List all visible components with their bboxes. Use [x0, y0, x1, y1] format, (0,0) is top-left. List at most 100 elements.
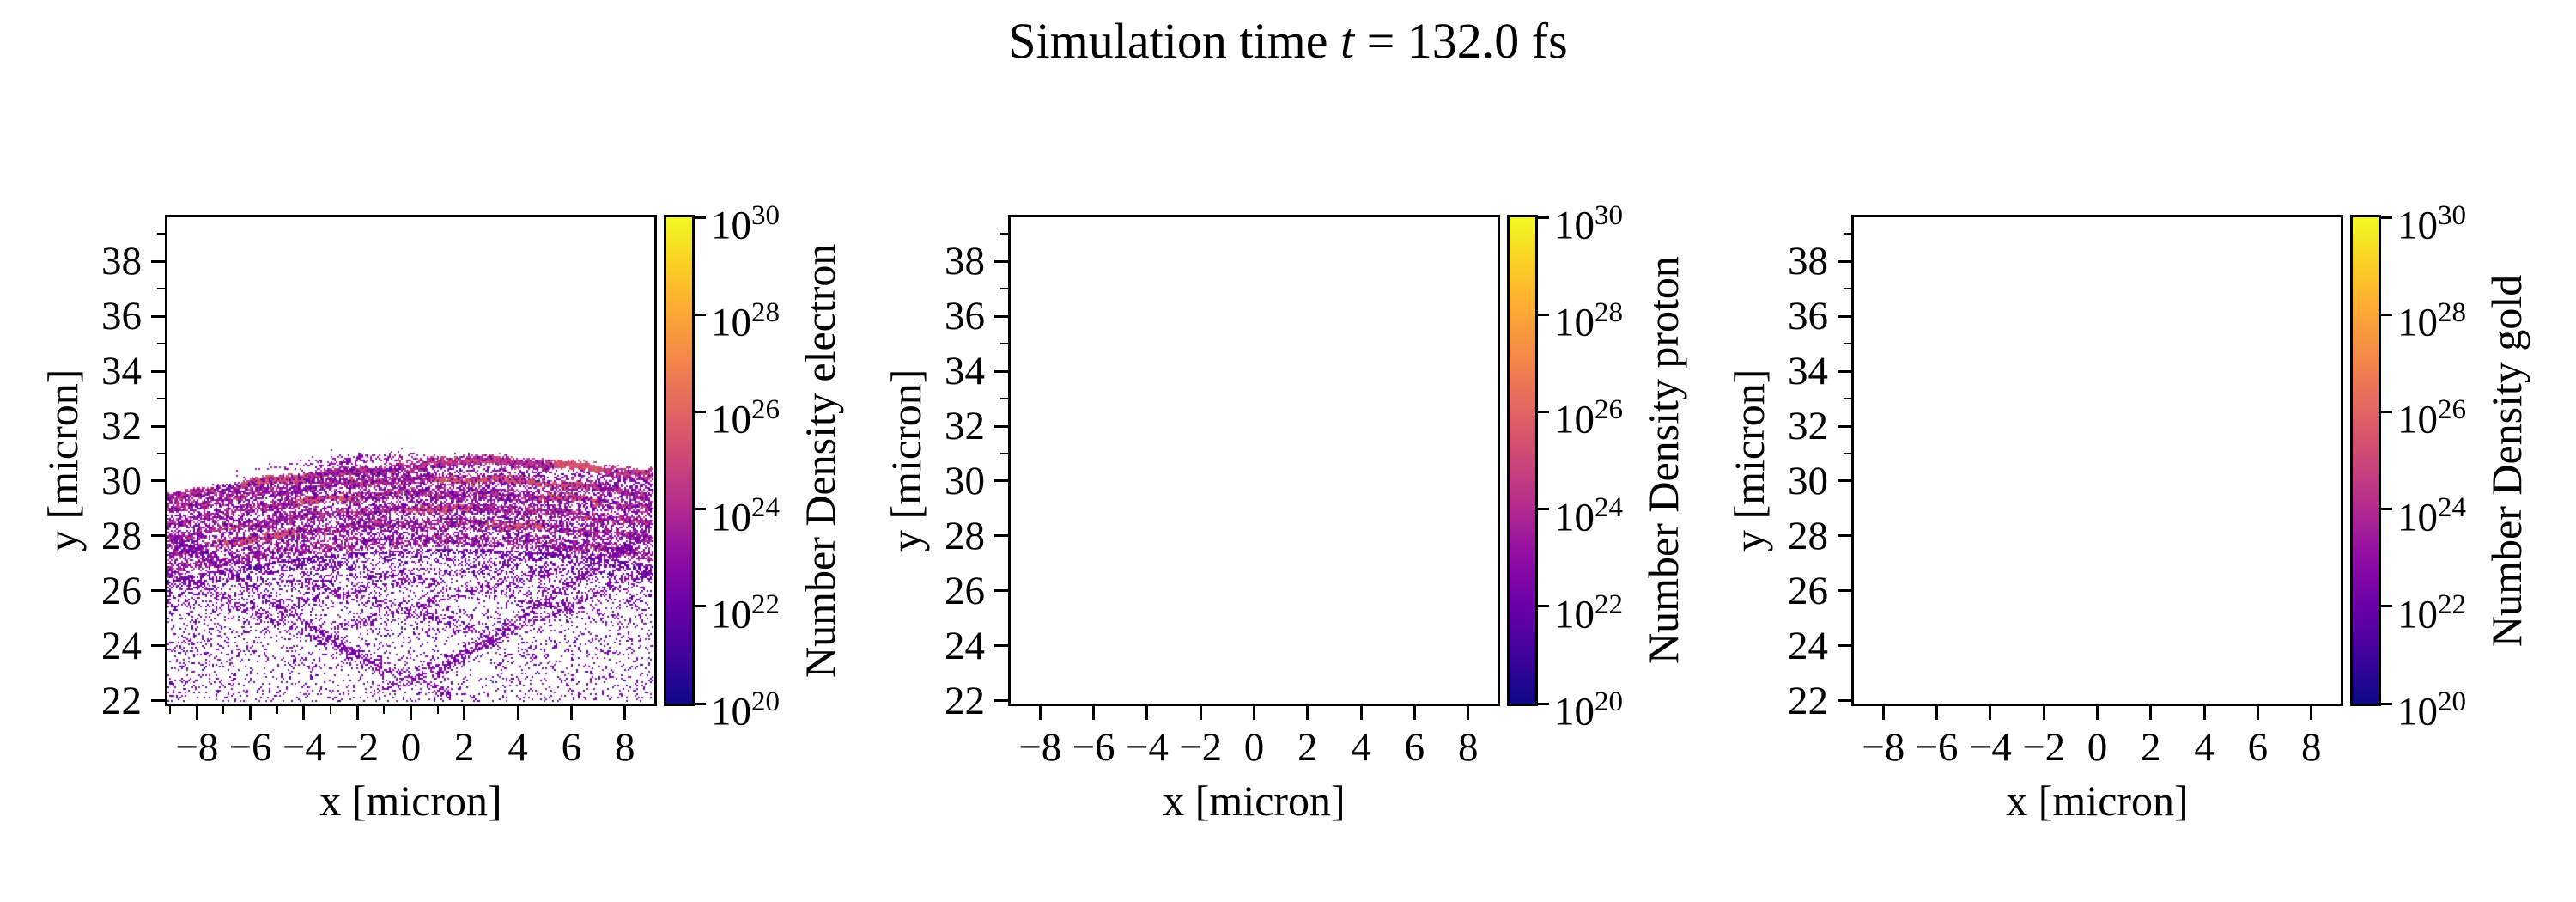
x-axis-minor-tick	[383, 706, 386, 714]
colorbar-tick	[2381, 313, 2392, 316]
x-axis-tick	[302, 706, 306, 720]
y-axis-tick	[151, 479, 165, 483]
colorbar-tick-exponent: 28	[1595, 297, 1623, 329]
y-tick-label: 26	[101, 568, 142, 613]
x-tick-label: 8	[1457, 725, 1479, 770]
y-axis-minor-tick	[1000, 288, 1008, 290]
colorbar-tick-label: 1020	[1554, 676, 1666, 734]
x-axis-tick	[1467, 706, 1470, 720]
x-axis-tick	[1038, 706, 1042, 720]
y-tick-label: 36	[1788, 294, 1828, 339]
colorbar-tick-base: 10	[1554, 300, 1595, 345]
colorbar-tick	[2381, 702, 2392, 705]
colorbar-tick-exponent: 20	[2438, 686, 2466, 717]
x-axis-tick	[1359, 706, 1363, 720]
y-axis-tick	[1838, 369, 1851, 373]
colorbar-tick-label: 1024	[711, 482, 823, 540]
x-axis-tick	[2310, 706, 2313, 720]
y-axis-tick	[1838, 534, 1851, 538]
y-tick-label: 34	[1788, 349, 1828, 394]
colorbar-tick-base: 10	[711, 495, 751, 540]
colorbar-tick	[2381, 410, 2392, 413]
x-tick-label: 4	[507, 725, 528, 770]
y-tick-label: 28	[101, 513, 142, 558]
colorbar-tick-exponent: 30	[2438, 200, 2466, 231]
x-tick-label: 6	[561, 725, 582, 770]
colorbar-tick-label: 1026	[1554, 384, 1666, 442]
y-tick-label: 34	[101, 349, 142, 394]
x-tick-label: −6	[228, 725, 272, 770]
y-tick-label: 38	[101, 239, 142, 284]
y-axis-tick	[994, 534, 1008, 538]
x-axis-label: x [micron]	[2006, 777, 2189, 825]
x-axis-minor-tick	[436, 706, 439, 714]
colorbar-tick-label: 1028	[1554, 287, 1666, 345]
colorbar-tick-base: 10	[2397, 398, 2438, 443]
colorbar-tick	[2381, 216, 2392, 219]
colorbar-tick-exponent: 24	[1595, 491, 1623, 523]
x-tick-label: −6	[1915, 725, 1959, 770]
colorbar-tick	[695, 216, 706, 219]
x-axis-tick	[2096, 706, 2099, 720]
x-tick-label: 6	[1404, 725, 1425, 770]
colorbar-tick-base: 10	[1554, 203, 1595, 248]
colorbar-tick-label: 1022	[711, 579, 823, 637]
colorbar-tick-exponent: 30	[1595, 200, 1623, 231]
x-axis-tick	[410, 706, 412, 720]
y-axis-minor-tick	[157, 288, 165, 290]
title-text: Simulation time	[1008, 13, 1340, 69]
x-tick-label: −4	[1125, 725, 1169, 770]
y-axis-tick	[151, 534, 165, 538]
y-tick-label: 24	[945, 623, 985, 668]
x-tick-label: 4	[1351, 725, 1371, 770]
colorbar-tick-exponent: 24	[751, 491, 780, 523]
y-axis-tick	[1838, 259, 1851, 263]
plot-frame	[1008, 215, 1500, 706]
colorbar	[1507, 215, 1538, 706]
y-axis-tick	[994, 369, 1008, 373]
y-axis-minor-tick	[1844, 288, 1851, 290]
colorbar-tick-label: 1030	[711, 190, 823, 248]
y-axis-minor-tick	[1000, 233, 1008, 235]
x-axis-tick	[623, 706, 627, 720]
x-axis-tick	[2042, 706, 2045, 720]
colorbar-tick-base: 10	[711, 398, 751, 443]
colorbar-tick-label: 1020	[2397, 676, 2509, 734]
x-tick-label: −4	[1968, 725, 2012, 770]
colorbar-tick-exponent: 20	[1595, 686, 1623, 717]
colorbar-tick	[1538, 410, 1549, 413]
x-tick-label: 0	[1243, 725, 1265, 770]
y-axis-minor-tick	[157, 453, 165, 454]
x-axis-tick	[516, 706, 519, 720]
colorbar-gradient	[2353, 217, 2379, 704]
colorbar-tick	[695, 508, 706, 511]
x-axis-tick	[1989, 706, 1992, 720]
y-tick-label: 26	[945, 568, 985, 613]
colorbar-gradient	[666, 217, 692, 704]
colorbar	[2350, 215, 2381, 706]
y-axis-tick	[1838, 314, 1851, 318]
x-tick-label: −6	[1072, 725, 1115, 770]
y-axis-tick	[994, 589, 1008, 593]
x-tick-label: 4	[2194, 725, 2215, 770]
x-tick-label: 8	[2300, 725, 2322, 770]
y-tick-label: 22	[101, 678, 142, 723]
y-tick-label: 28	[1788, 513, 1828, 558]
electron-density-canvas	[167, 217, 654, 704]
colorbar-tick-exponent: 30	[751, 200, 780, 231]
x-tick-label: −2	[1179, 725, 1223, 770]
x-axis-label: x [micron]	[1163, 777, 1346, 825]
x-axis-tick	[2256, 706, 2259, 720]
colorbar-tick	[2381, 605, 2392, 608]
colorbar-tick-exponent: 28	[751, 297, 780, 329]
y-tick-label: 26	[1788, 568, 1828, 613]
x-axis-tick	[1413, 706, 1416, 720]
colorbar-tick	[695, 410, 706, 413]
x-tick-label: 0	[400, 725, 422, 770]
y-axis-tick	[994, 424, 1008, 428]
y-axis-tick	[151, 314, 165, 318]
y-axis-minor-tick	[1844, 453, 1851, 454]
y-tick-label: 36	[101, 294, 142, 339]
colorbar-tick-label: 1030	[2397, 190, 2509, 248]
y-axis-tick	[994, 314, 1008, 318]
